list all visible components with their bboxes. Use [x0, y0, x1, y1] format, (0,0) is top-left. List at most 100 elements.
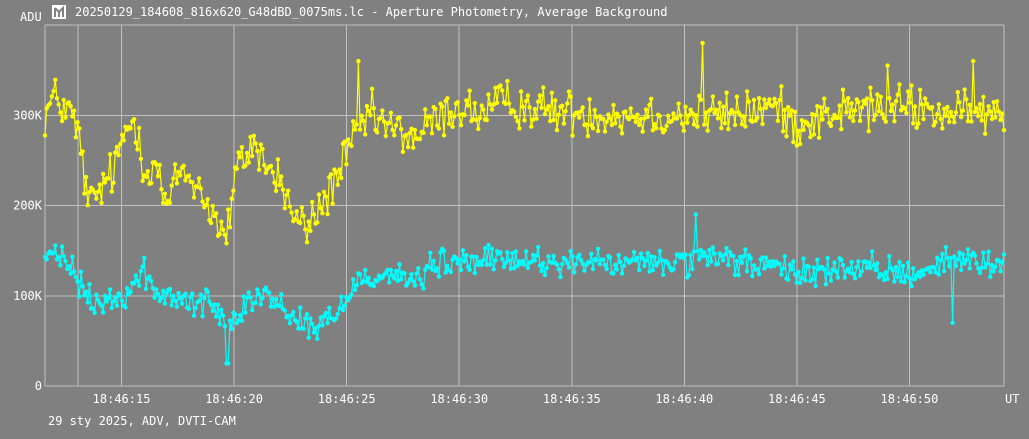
data-point-target [94, 196, 99, 201]
data-point-target [226, 207, 231, 212]
data-point-target [181, 163, 186, 168]
data-point-background [887, 254, 892, 259]
y-axis-tick-labels: 0 100K 200K 300K [13, 108, 43, 393]
data-point-background [481, 258, 486, 263]
data-point-background [928, 270, 933, 275]
data-point-background [551, 253, 556, 259]
data-point-target [82, 191, 87, 196]
data-point-target [738, 112, 743, 118]
data-point-background [337, 306, 342, 311]
data-point-target [575, 110, 580, 115]
data-point-target [866, 129, 871, 134]
data-point-background [611, 271, 616, 276]
data-point-background [683, 252, 688, 257]
data-point-background [854, 264, 859, 270]
series-line-background [44, 214, 1005, 364]
data-point-target [972, 109, 978, 115]
data-point-target [99, 200, 104, 206]
y-tick-label: 200K [13, 199, 43, 213]
data-point-background [905, 260, 911, 265]
data-point-background [883, 270, 888, 275]
data-point-background [900, 263, 906, 269]
data-point-background [455, 261, 460, 266]
data-point-background [849, 259, 854, 265]
series-background [42, 212, 1007, 366]
data-point-target [524, 98, 529, 104]
data-point-target [895, 92, 900, 97]
data-point-background [150, 285, 156, 291]
data-point-target [59, 118, 65, 124]
data-point-target [604, 119, 609, 125]
data-point-background [416, 266, 421, 271]
window-title-bar[interactable]: 20250129_184608_816x620_G48dBD_0075ms.lc… [52, 5, 667, 19]
data-point-background [542, 272, 548, 278]
data-point-background [210, 308, 215, 314]
data-point-background [423, 267, 428, 272]
data-point-background [222, 324, 227, 329]
data-point-target [171, 176, 176, 181]
data-point-background [590, 266, 596, 272]
data-point-target [289, 210, 294, 215]
data-point-background [448, 269, 454, 275]
data-point-background [630, 257, 635, 262]
data-point-background [349, 292, 354, 297]
data-point-target [217, 231, 222, 237]
data-point-background [101, 310, 106, 315]
data-point-background [417, 277, 423, 282]
data-point-target [253, 141, 258, 146]
data-point-target [801, 127, 806, 133]
data-point-background [395, 278, 400, 283]
data-point-target [674, 116, 680, 121]
data-point-target [80, 149, 85, 154]
data-point-target [885, 63, 890, 68]
data-point-target [746, 99, 751, 104]
data-point-target [196, 176, 202, 181]
data-point-background [94, 292, 99, 297]
data-point-background [489, 246, 495, 251]
data-point-target [979, 118, 984, 123]
data-point-background [864, 265, 870, 270]
data-point-background [532, 258, 537, 263]
data-point-background [104, 299, 109, 304]
data-point-background [731, 253, 736, 259]
data-point-target [791, 139, 796, 145]
data-point-target [546, 104, 551, 109]
data-point-background [743, 247, 748, 252]
data-point-background [513, 249, 519, 254]
data-point-target [702, 122, 707, 127]
data-point-background [912, 277, 918, 282]
data-point-background [196, 298, 202, 303]
data-point-target [77, 126, 82, 131]
data-point-target [929, 105, 935, 110]
data-point-background [291, 309, 296, 315]
data-point-background [863, 259, 868, 264]
data-point-target [308, 228, 313, 233]
data-point-target [392, 133, 397, 138]
data-point-background [835, 275, 841, 280]
data-point-background [171, 293, 176, 299]
data-point-target [940, 126, 945, 131]
data-point-target [744, 89, 750, 94]
data-point-background [859, 269, 865, 274]
data-point-background [73, 274, 79, 280]
data-point-target [325, 211, 330, 217]
data-point-background [917, 274, 923, 280]
data-point-background [777, 261, 782, 267]
data-point-target [491, 102, 496, 107]
data-point-background [950, 320, 955, 325]
data-point-target [275, 157, 281, 162]
data-point-target [306, 219, 311, 224]
data-point-target [548, 118, 553, 124]
data-point-background [128, 289, 133, 294]
data-point-target [515, 118, 520, 124]
data-point-target [520, 104, 525, 109]
data-point-background [796, 269, 801, 275]
data-point-background [722, 252, 728, 257]
data-point-target [116, 153, 121, 158]
data-point-background [741, 254, 746, 259]
data-point-target [792, 109, 798, 115]
data-point-background [119, 298, 125, 303]
data-point-background [902, 280, 907, 285]
series-layer [42, 40, 1007, 366]
